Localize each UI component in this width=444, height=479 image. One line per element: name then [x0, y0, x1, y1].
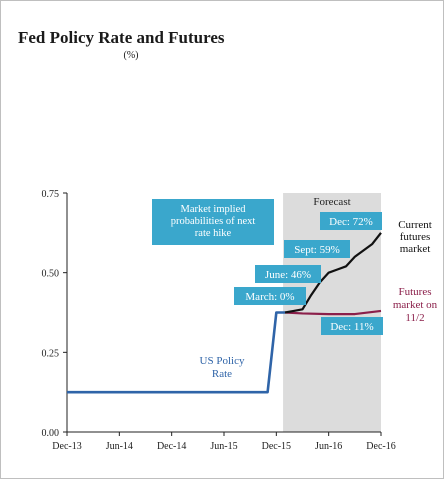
probability-box-title: Market implied probabilities of next rate …	[171, 204, 256, 239]
probability-tag	[320, 212, 382, 230]
x-tick-label: Dec-13	[52, 441, 81, 452]
probability-box	[152, 199, 274, 245]
probability-tag	[321, 317, 383, 335]
y-tick-label: 0.25	[42, 348, 60, 359]
probability-tag	[255, 265, 321, 283]
current-futures-label: Current futures market	[398, 219, 432, 255]
chart-subtitle: (%)	[123, 50, 139, 61]
us-policy-rate-label: US Policy Rate	[200, 355, 245, 380]
x-tick-label: Dec-15	[262, 441, 291, 452]
forecast-label: Forecast	[313, 196, 350, 208]
y-tick-label: 0.75	[42, 189, 60, 200]
x-tick-label: Dec-14	[157, 441, 186, 452]
probability-tag-label: Dec: 11%	[330, 321, 373, 333]
probability-tag-label: Sept: 59%	[294, 244, 340, 256]
probability-tag	[234, 287, 306, 305]
current-futures-line	[284, 232, 382, 314]
x-tick-label: Dec-16	[366, 441, 395, 452]
futures-11-2-label: Futures market on 11/2	[393, 286, 438, 324]
us-policy-rate-line	[67, 311, 286, 394]
x-tick-label: Jun-15	[210, 441, 237, 452]
x-tick-label: Jun-14	[106, 441, 133, 452]
probability-tag	[284, 240, 350, 258]
probability-tag-label: Dec: 72%	[329, 216, 373, 228]
chart-title: Fed Policy Rate and Futures	[18, 28, 225, 47]
x-tick-label: Jun-16	[315, 441, 342, 452]
probability-tag-label: March: 0%	[245, 291, 294, 303]
futures-11-2-line	[284, 309, 382, 316]
y-tick-label: 0.00	[42, 428, 60, 439]
y-tick-label: 0.50	[42, 269, 60, 280]
probability-tag-label: June: 46%	[265, 269, 311, 281]
